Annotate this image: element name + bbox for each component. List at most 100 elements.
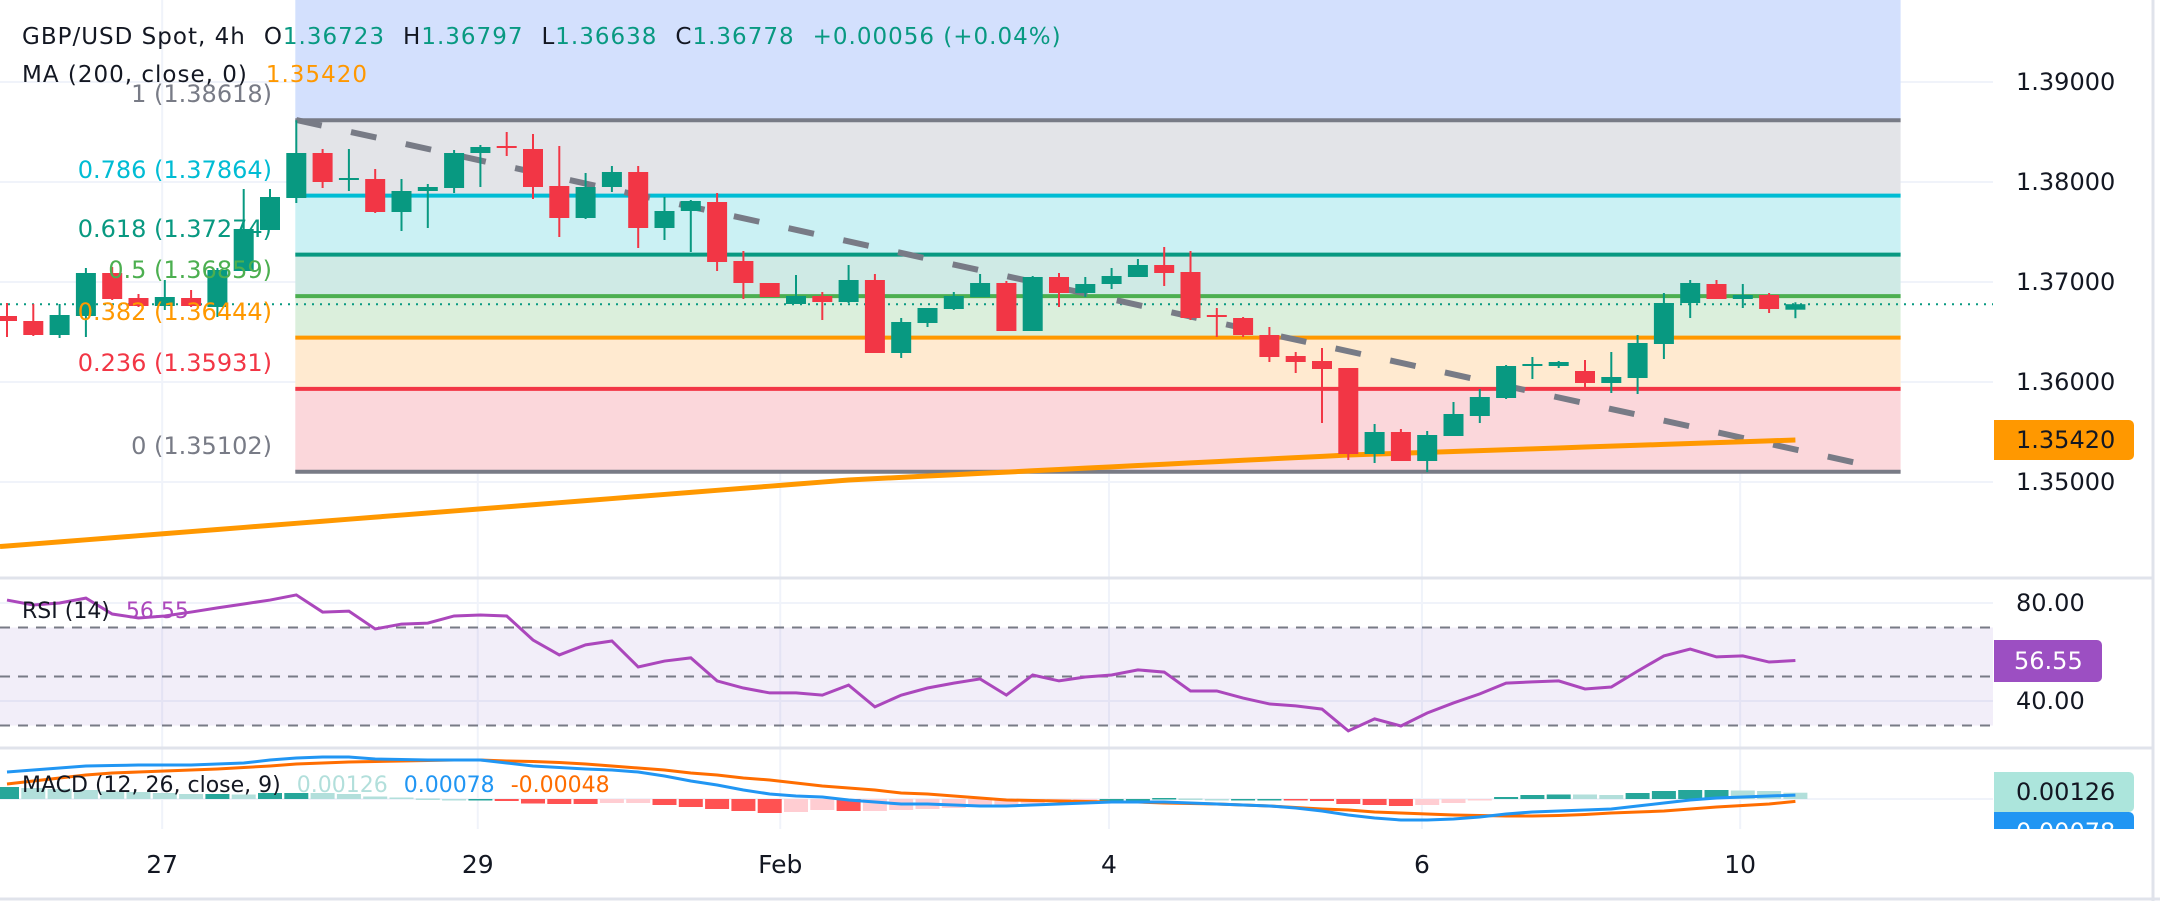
macd-histogram-bar [1257, 799, 1282, 801]
macd-histogram-bar [284, 793, 309, 799]
candle-body [628, 172, 649, 228]
time-axis-label: 6 [1413, 850, 1430, 879]
candle [786, 275, 806, 304]
candle [1127, 259, 1148, 277]
candle-body [1653, 303, 1674, 344]
macd-histogram-bar [1099, 799, 1124, 801]
macd-histogram-bar [1678, 790, 1703, 799]
candle-body [1469, 397, 1490, 416]
candle-body [312, 153, 333, 182]
macd-histogram-bar [1441, 799, 1466, 803]
candle-body [654, 211, 675, 228]
rsi-value-tag: 56.55 [1994, 640, 2102, 682]
fib-zone [295, 388, 1901, 472]
symbol-legend[interactable]: GBP/USD Spot, 4h O1.36723 H1.36797 L1.36… [22, 24, 1062, 50]
macd-histogram-bar [1073, 799, 1098, 801]
ma-price-tag: 1.35420 [1994, 420, 2134, 460]
candle [312, 149, 333, 188]
candle-body [470, 147, 491, 153]
macd-histogram-bar [100, 791, 125, 799]
candle [1548, 361, 1569, 368]
candle [1627, 335, 1648, 394]
candle [943, 292, 964, 310]
candle-body [444, 153, 465, 188]
candle [1601, 352, 1622, 393]
candle [549, 146, 570, 237]
trendline[interactable] [295, 117, 1881, 471]
candle [654, 197, 675, 240]
macd-histogram-bar [310, 793, 335, 799]
candle [1759, 293, 1780, 313]
macd-histogram-bar [968, 799, 993, 807]
rsi-legend[interactable]: RSI (14) 56.55 [22, 599, 189, 624]
candle-body [417, 187, 438, 191]
candle [733, 251, 754, 299]
candle-body [49, 315, 70, 335]
macd-histogram-bar [678, 799, 703, 807]
candle-body [1785, 304, 1806, 310]
ma-legend-value: 1.35420 [265, 62, 368, 88]
fib-level-label: 0.5 (1.36859) [108, 256, 272, 285]
candle-body [1627, 343, 1648, 378]
macd-histogram-bar [599, 799, 624, 803]
candle [286, 120, 307, 203]
candle-body [391, 191, 412, 212]
candle-body [23, 321, 44, 335]
macd-histogram-bar [994, 799, 1019, 805]
macd-histogram-bar [1494, 797, 1519, 799]
candle-body [1259, 335, 1280, 357]
fib-level-label: 1 (1.38618) [131, 80, 272, 109]
candle-body [181, 298, 202, 306]
candle-body [812, 296, 833, 302]
price-axis-label: 1.35000 [2016, 468, 2116, 496]
time-axis-label: 27 [146, 850, 179, 879]
macd-histogram-bar [1546, 794, 1571, 799]
candle-body [1706, 284, 1727, 299]
macd-legend[interactable]: MACD (12, 26, close, 9) 0.00126 0.00078 … [22, 773, 610, 798]
macd-signal-value: -0.00048 [510, 773, 610, 798]
candle-body [1364, 432, 1385, 454]
candle-body [260, 197, 280, 230]
candle-body [1075, 284, 1096, 293]
candle-body [1101, 276, 1122, 284]
macd-legend-label: MACD (12, 26, close, 9) [22, 773, 281, 798]
macd-histogram-bar [731, 799, 756, 811]
macd-histogram-bar [1625, 793, 1650, 799]
candle [128, 294, 149, 307]
macd-histogram-bar [205, 794, 230, 799]
macd-histogram-bar [757, 799, 782, 813]
ma-legend[interactable]: MA (200, close, 0) 1.35420 [22, 62, 368, 88]
candle [523, 134, 543, 199]
macd-histogram-bar [126, 792, 151, 799]
ohlc-high: H1.36797 [403, 24, 524, 50]
time-axis-label: 29 [461, 850, 494, 879]
macd-histogram-bar [652, 799, 677, 805]
macd-histogram-bar [1704, 790, 1729, 799]
macd-histogram-bar [336, 794, 361, 799]
candle [1417, 431, 1438, 472]
fib-retracement[interactable] [0, 0, 1993, 474]
symbol-title[interactable]: GBP/USD Spot, 4h [22, 24, 246, 50]
macd-histogram-bar [0, 787, 19, 799]
macd-histogram-bar [1651, 791, 1676, 799]
candle [1706, 280, 1727, 299]
candle-body [680, 201, 701, 211]
fib-level-label: 0.618 (1.37274) [77, 214, 272, 243]
candle [417, 184, 438, 228]
macd-pane [0, 755, 1808, 822]
price-axis-label: 1.39000 [2016, 68, 2116, 96]
candle [1206, 308, 1227, 337]
macd-histogram-bar [442, 799, 467, 801]
candle [260, 189, 280, 230]
candle-body [707, 202, 728, 262]
candle [470, 145, 491, 187]
candle [917, 308, 938, 327]
candle [838, 265, 859, 303]
macd-histogram-bar [1231, 799, 1256, 801]
rsi-legend-label: RSI (14) [22, 599, 110, 624]
candle-body [1680, 283, 1701, 303]
candles [0, 120, 1806, 472]
candle-body [575, 187, 596, 218]
candle [1022, 276, 1043, 331]
